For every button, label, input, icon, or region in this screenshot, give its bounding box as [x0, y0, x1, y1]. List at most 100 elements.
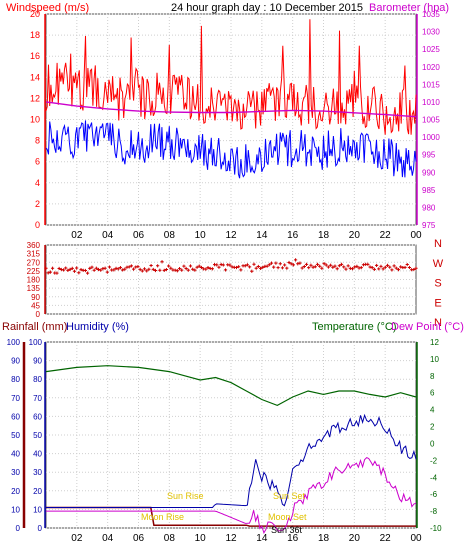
direction-point [346, 264, 350, 268]
windspeed-axis-tick-label: 2 [35, 199, 40, 209]
barometer-axis-title: Barometer (hpa) [369, 2, 449, 14]
direction-point [64, 266, 68, 270]
barometer-axis-tick-label: 1020 [422, 63, 440, 72]
moonset-marker: Moon Set [268, 512, 307, 522]
direction-point [359, 265, 363, 270]
direction-point [313, 265, 317, 269]
direction-point [156, 264, 160, 268]
direction-point [68, 267, 72, 271]
direction-point [252, 262, 256, 266]
direction-point [296, 262, 300, 266]
climate-x-tick-label: 14 [256, 533, 268, 544]
direction-point [280, 266, 285, 270]
direction-point [414, 266, 418, 270]
direction-point [105, 270, 109, 274]
direction-plot-frame [45, 244, 417, 315]
direction-point [285, 266, 289, 270]
direction-point [121, 268, 125, 272]
direction-point [162, 268, 166, 272]
direction-point [173, 268, 177, 272]
windspeed-axis-title: Windspeed (m/s) [6, 2, 89, 14]
direction-point [394, 266, 398, 270]
compass-label: N [434, 317, 442, 329]
direction-point [193, 268, 197, 272]
direction-axis-tick-label: 360 [27, 241, 41, 250]
direction-point [326, 265, 331, 269]
direction-point [342, 265, 346, 269]
temperature-axis-tick-label: -2 [430, 456, 438, 465]
wind-x-tick-label: 00 [410, 230, 422, 241]
direction-point [186, 268, 190, 272]
barometer-axis-tick-label: 980 [422, 203, 436, 212]
windspeed-axis-tick-label: 6 [35, 157, 40, 167]
climate-x-tick-label: 02 [71, 533, 83, 544]
direction-point [320, 266, 324, 270]
direction-point [123, 267, 127, 271]
wind-x-tick-label: 06 [133, 230, 145, 241]
direction-point [177, 267, 182, 271]
compass-label: N [434, 238, 442, 250]
direction-point [223, 268, 228, 272]
barometer-axis-tick-label: 1000 [422, 133, 440, 142]
compass-label: W [433, 258, 444, 270]
chart-title: 24 hour graph day : 10 December 2015 [171, 2, 363, 14]
direction-point [116, 267, 120, 271]
wind-x-tick-label: 04 [102, 230, 114, 241]
sun-marker: Sun 36t [271, 525, 303, 535]
sunrise-marker: Sun Rise [167, 491, 204, 501]
direction-point [188, 264, 193, 268]
temperature-axis-tick-label: -6 [430, 490, 438, 499]
direction-point [48, 270, 52, 274]
direction-point [261, 265, 265, 269]
direction-point [55, 271, 59, 275]
wind-x-tick-label: 16 [287, 230, 299, 241]
sunset-marker: Sun Set [273, 491, 306, 501]
rainfall-axis-tick-label: 40 [11, 450, 20, 459]
direction-point [167, 264, 171, 268]
series-humidity-line [46, 413, 417, 508]
climate-x-tick-label: 12 [225, 533, 237, 544]
temperature-axis-tick-label: 4 [430, 406, 435, 415]
direction-point [269, 261, 274, 265]
direction-axis-tick-label: 45 [31, 301, 40, 310]
direction-axis-tick-label: 0 [36, 310, 41, 319]
direction-axis-tick-label: 225 [27, 267, 41, 276]
direction-point [300, 266, 304, 270]
series-temperature-line [45, 365, 417, 407]
direction-point [265, 264, 269, 268]
direction-point [333, 264, 337, 268]
direction-point [151, 267, 155, 272]
barometer-axis-tick-label: 995 [422, 151, 436, 160]
direction-point [79, 268, 83, 272]
humidity-axis-tick-label: 60 [33, 412, 42, 421]
direction-point [379, 264, 383, 268]
direction-point [298, 261, 302, 265]
direction-point [407, 265, 412, 270]
climate-x-tick-label: 00 [410, 533, 422, 544]
climate-x-tick-label: 06 [133, 533, 145, 544]
humidity-axis-tick-label: 40 [33, 450, 42, 459]
direction-point [302, 264, 306, 269]
direction-point [197, 264, 201, 268]
direction-axis-tick-label: 315 [27, 250, 41, 259]
direction-point [355, 264, 359, 268]
series-average-wind-line [45, 120, 417, 179]
direction-point [210, 267, 214, 271]
direction-point [412, 267, 416, 272]
rainfall-axis-tick-label: 100 [7, 338, 21, 347]
series-dew-point-line [46, 457, 417, 535]
wind-x-tick-label: 22 [380, 230, 392, 241]
direction-point [374, 263, 379, 268]
rainfall-axis-tick-label: 80 [11, 375, 20, 384]
direction-axis-tick-label: 180 [27, 276, 41, 285]
direction-point [215, 263, 219, 267]
temperature-axis-tick-label: 12 [430, 338, 439, 347]
direction-point [191, 267, 195, 271]
humidity-axis-tick-label: 80 [33, 375, 42, 384]
humidity-axis-tick-label: 10 [33, 505, 42, 514]
direction-point [94, 266, 98, 270]
direction-point [318, 264, 322, 268]
wind-x-tick-label: 20 [349, 230, 361, 241]
humidity-axis-tick-label: 0 [38, 524, 43, 533]
humidity-axis-tick-label: 100 [29, 338, 43, 347]
